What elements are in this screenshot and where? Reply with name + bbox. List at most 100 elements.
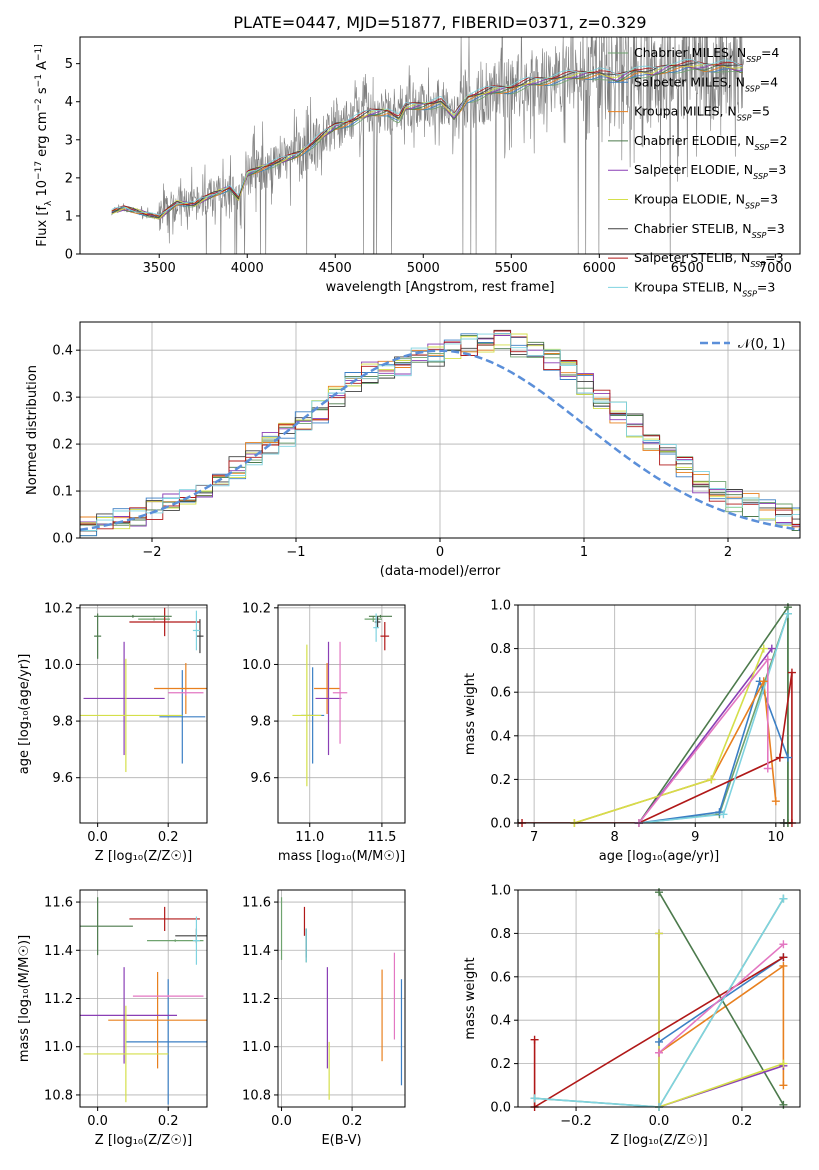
y-tick-label: 10.2 xyxy=(44,601,73,616)
legend-entry: 𝒩(0, 1) xyxy=(738,337,785,352)
weight-line-kroupa-stelib xyxy=(534,898,785,1107)
weight-marker xyxy=(783,753,792,762)
weight-marker xyxy=(655,1048,663,1057)
weight-line-salpeter-stelib xyxy=(533,956,784,1107)
weight-line-kroupa-miles xyxy=(658,964,785,1086)
x-tick-label: 7 xyxy=(530,830,538,845)
y-tick-label: 11.6 xyxy=(242,896,271,911)
x-tick-label: 3500 xyxy=(143,261,176,276)
x-tick-label: 7000 xyxy=(759,261,792,276)
x-tick-label: 0.2 xyxy=(732,1114,753,1129)
weight-marker xyxy=(763,655,772,664)
x-tick-label: 6000 xyxy=(583,261,616,276)
y-tick-label: 10.0 xyxy=(44,658,73,673)
plot-area xyxy=(278,605,405,823)
x-tick-label: 9 xyxy=(691,830,699,845)
plot-area xyxy=(80,322,800,538)
legend-sub: SSP xyxy=(746,55,761,64)
weight-marker xyxy=(530,1094,539,1103)
panel-residuals: −2 −1 0 1 2 0.0 0.1 0.2 0.3 0.4 (data-model)/error… xyxy=(25,321,801,579)
y-tick-label: 10.2 xyxy=(242,601,271,616)
model-line-kroupa-stelib xyxy=(111,58,743,216)
weight-marker xyxy=(779,940,788,949)
y-tick-label: 11.6 xyxy=(44,896,73,911)
x-tick-label: 0.0 xyxy=(87,1114,108,1129)
x-axis-label: age [log₁₀(age/yr)] xyxy=(599,849,720,864)
plot-area xyxy=(518,605,800,823)
weight-marker xyxy=(779,894,788,903)
weight-marker xyxy=(783,609,792,618)
y-tick-label: 0.8 xyxy=(490,927,511,942)
x-tick-label: 10 xyxy=(768,830,785,845)
legend-name: Kroupa STELIB, N xyxy=(634,279,742,294)
model-line-salpeter-stelib xyxy=(111,60,743,216)
x-tick-label: 2 xyxy=(724,545,732,560)
legend-entry: Kroupa STELIB, NSSP=3 xyxy=(634,279,775,298)
y-tick-label: 3 xyxy=(65,133,73,148)
legend-sub: SSP xyxy=(737,113,752,122)
x-tick-label: −1 xyxy=(286,545,305,560)
legend-sub: SSP xyxy=(753,172,768,181)
data-spectrum-line xyxy=(111,37,744,254)
y-tick-label: 9.8 xyxy=(250,715,271,730)
weight-marker xyxy=(767,644,776,653)
y-axis-label-part: A xyxy=(35,61,50,74)
y-tick-label: 10.8 xyxy=(44,1088,73,1103)
x-axis-label: E(B-V) xyxy=(321,1133,361,1148)
weight-marker xyxy=(779,1081,788,1090)
legend-name: Salpeter STELIB, N xyxy=(634,250,750,265)
x-tick-label: −2 xyxy=(142,545,161,560)
legend-name: Kroupa ELODIE, N xyxy=(634,192,745,207)
weight-marker xyxy=(779,1100,788,1109)
y-tick-label: 0.4 xyxy=(52,344,73,359)
x-tick-label: 8 xyxy=(611,830,619,845)
y-axis-label-part: 10 xyxy=(35,180,50,201)
x-axis-label: (data-model)/error xyxy=(380,564,501,579)
legend-value: =4 xyxy=(760,74,778,89)
legend-sub: SSP xyxy=(754,142,769,151)
weight-line-pink xyxy=(658,943,784,1054)
y-tick-label: 1 xyxy=(65,209,73,224)
legend-sub: SSP xyxy=(752,230,767,239)
x-axis-label: mass [log₁₀(M/M☉)] xyxy=(278,849,405,864)
y-tick-label: 0.8 xyxy=(490,642,511,657)
y-axis-label: mass [log₁₀(M/M☉)] xyxy=(17,935,32,1062)
y-tick-label: 0.4 xyxy=(490,1014,511,1029)
plot-area xyxy=(80,605,207,823)
y-tick-label: 0.2 xyxy=(490,773,511,788)
y-tick-label: 11.0 xyxy=(242,1040,271,1055)
x-tick-label: 11.0 xyxy=(295,830,324,845)
weight-marker xyxy=(707,775,716,784)
weight-marker xyxy=(759,644,768,653)
x-tick-label: 0 xyxy=(436,545,444,560)
panel-weight-vs-age: 7 8 9 10 0.0 0.2 0.4 0.6 0.8 1.0 age [log₁₀(age/yr… xyxy=(463,599,801,864)
y-tick-label: 9.6 xyxy=(52,771,73,786)
y-tick-label: 0.4 xyxy=(490,729,511,744)
axes-frame xyxy=(79,889,208,1108)
legend-name: Chabrier STELIB, N xyxy=(634,221,752,236)
legend-name: Chabrier MILES, N xyxy=(634,45,746,60)
histogram-kroupa-stelib xyxy=(80,333,800,531)
weight-marker xyxy=(655,929,663,938)
legend-value: =3 xyxy=(757,279,775,294)
x-tick-label: 5500 xyxy=(495,261,528,276)
x-tick-label: 0.2 xyxy=(158,1114,179,1129)
weight-marker xyxy=(787,668,796,677)
y-tick-label: 4 xyxy=(65,95,73,110)
plot-area xyxy=(278,890,405,1107)
y-axis-label-part: Flux [f xyxy=(35,206,50,247)
y-axis-label: mass weight xyxy=(463,957,478,1039)
legend-sub: SSP xyxy=(750,260,765,269)
legend-value: =3 xyxy=(768,162,786,177)
y-tick-label: 9.6 xyxy=(250,771,271,786)
legend-name: Kroupa MILES, N xyxy=(634,104,737,119)
y-axis-label: mass weight xyxy=(463,673,478,755)
y-axis-label-part: −1 xyxy=(34,74,44,87)
y-axis-label-part: −1] xyxy=(34,44,44,61)
legend-value: =4 xyxy=(761,45,779,60)
y-tick-label: 11.2 xyxy=(44,992,73,1007)
weight-line-chabrier-elodie xyxy=(638,605,789,823)
y-tick-label: 0.0 xyxy=(490,817,511,832)
y-tick-label: 11.2 xyxy=(242,992,271,1007)
panel-spectrum: 3500 4000 4500 5000 5500 6000 6500 7000 0 1 2 3 4 5 wa… xyxy=(34,36,801,298)
